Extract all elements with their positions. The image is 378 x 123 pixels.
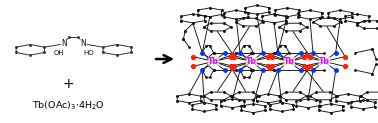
Text: HO: HO [83, 50, 94, 56]
Text: Tb: Tb [208, 57, 219, 66]
Text: N: N [81, 39, 87, 48]
Text: N: N [61, 39, 67, 48]
Text: Tb: Tb [319, 57, 330, 66]
Text: OH: OH [54, 50, 65, 56]
Text: +: + [62, 77, 74, 91]
Text: Tb: Tb [284, 57, 294, 66]
Text: Tb: Tb [246, 57, 257, 66]
Text: Tb(OAc)$_3$$\cdot$4H$_2$O: Tb(OAc)$_3$$\cdot$4H$_2$O [32, 100, 104, 112]
